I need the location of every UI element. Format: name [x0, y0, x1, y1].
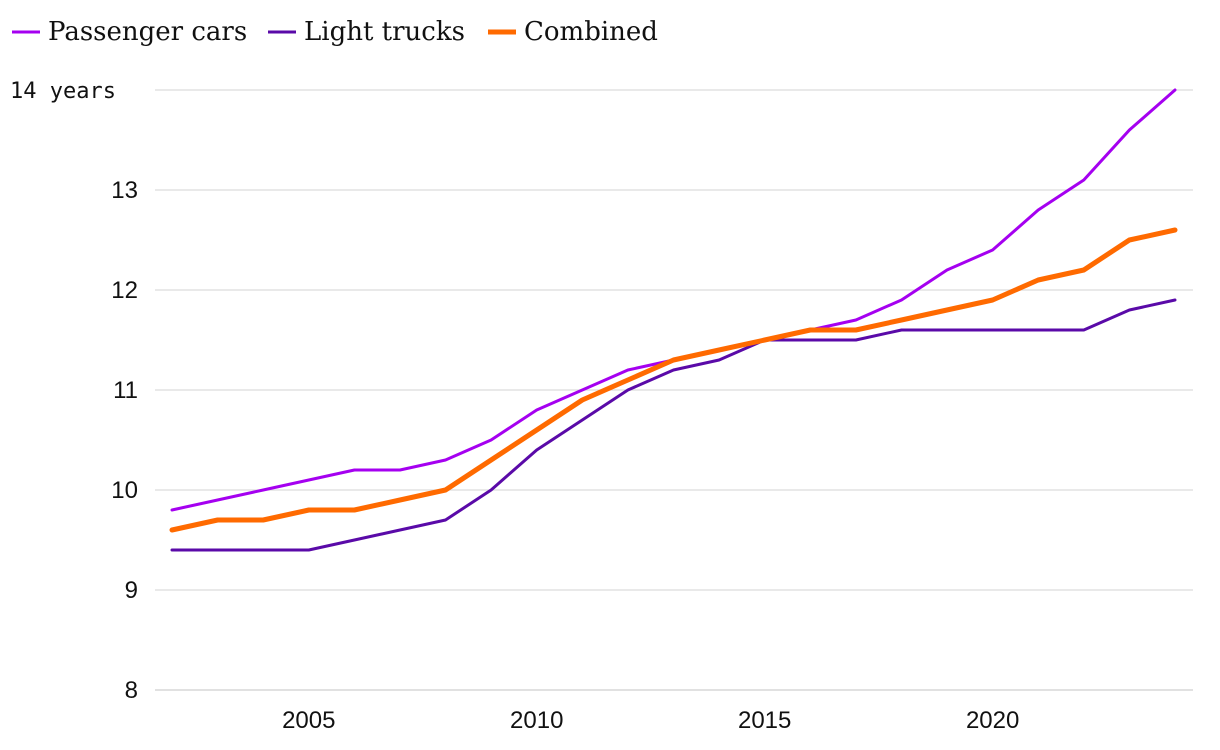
series-line-passenger-cars[interactable]	[170, 88, 1177, 512]
y-tick-label-11: 11	[113, 377, 138, 404]
x-tick-label-2020: 2020	[966, 707, 1019, 734]
y-tick-label-9: 9	[125, 577, 138, 604]
legend: Passenger cars Light trucks Combined	[12, 17, 658, 47]
x-axis-tick-labels: 2005 2010 2015 2020	[282, 707, 1019, 734]
y-gridlines	[155, 89, 1193, 691]
legend-item-light-trucks[interactable]: Light trucks	[268, 17, 465, 47]
series-line-light-trucks[interactable]	[170, 298, 1177, 552]
y-tick-label-8: 8	[125, 677, 138, 704]
legend-label-passenger-cars: Passenger cars	[48, 17, 247, 47]
legend-label-light-trucks: Light trucks	[304, 17, 465, 47]
data-series	[169, 88, 1178, 552]
y-tick-label-12: 12	[111, 277, 138, 304]
x-tick-label-2005: 2005	[282, 707, 335, 734]
y-tick-label-13: 13	[111, 177, 138, 204]
x-tick-label-2010: 2010	[510, 707, 563, 734]
x-tick-label-2015: 2015	[738, 707, 791, 734]
legend-item-passenger-cars[interactable]: Passenger cars	[12, 17, 247, 47]
legend-item-combined[interactable]: Combined	[488, 17, 658, 47]
legend-label-combined: Combined	[524, 17, 658, 47]
y-tick-label-10: 10	[111, 477, 138, 504]
series-line-combined[interactable]	[169, 227, 1178, 533]
y-tick-label-14: 14 years	[10, 79, 116, 104]
y-axis-tick-labels: 8 9 10 11 12 13 14 years	[10, 79, 138, 704]
